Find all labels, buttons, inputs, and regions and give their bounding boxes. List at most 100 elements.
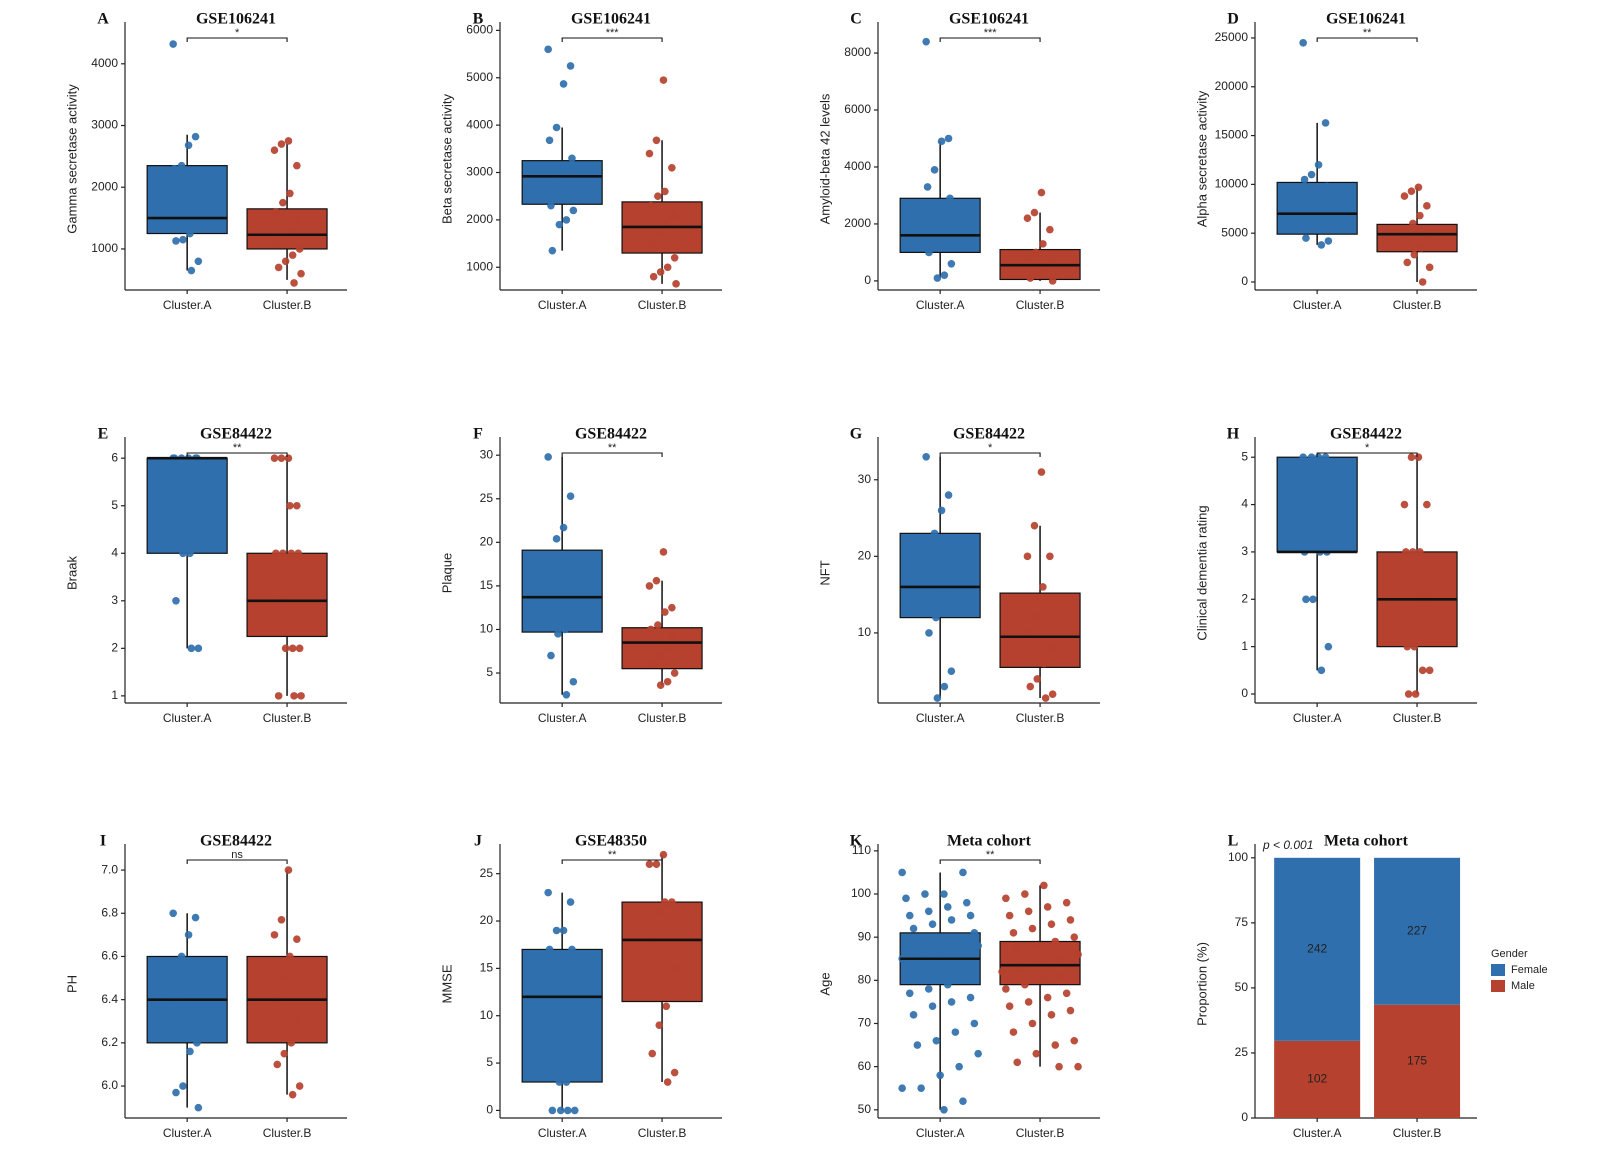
data-point bbox=[547, 1011, 555, 1020]
data-point bbox=[648, 660, 657, 669]
data-point bbox=[570, 1106, 579, 1115]
panel: I GSE84422 PH 6.0 6.2 6.4 6.6 6.8 7.0 Cluster.A Cl… bbox=[64, 833, 347, 1140]
y-axis-label: Amyloid-beta 42 levels bbox=[817, 93, 832, 224]
data-point bbox=[647, 625, 655, 634]
data-point bbox=[655, 1021, 664, 1029]
box bbox=[1276, 181, 1358, 235]
data-point bbox=[1411, 690, 1420, 698]
data-point bbox=[1023, 214, 1032, 223]
y-tick-label: 20000 bbox=[1215, 79, 1249, 93]
data-point bbox=[294, 549, 303, 558]
data-point bbox=[1403, 642, 1412, 651]
significance-bracket bbox=[1316, 452, 1418, 457]
data-point bbox=[1047, 1011, 1056, 1019]
data-point bbox=[1414, 183, 1423, 192]
data-point bbox=[284, 454, 293, 463]
box bbox=[621, 901, 703, 1003]
box bbox=[899, 532, 981, 619]
data-point bbox=[936, 950, 944, 959]
data-point bbox=[286, 501, 294, 510]
x-tick-label: Cluster.B bbox=[1016, 1126, 1065, 1140]
panel-letter: F bbox=[473, 426, 483, 443]
legend-swatch bbox=[1491, 980, 1505, 992]
data-point bbox=[647, 201, 655, 210]
panel: C GSE106241 Amyloid-beta 42 levels 0 2000 400… bbox=[817, 11, 1100, 312]
data-point bbox=[284, 866, 293, 874]
data-point bbox=[951, 933, 960, 941]
data-point bbox=[170, 164, 179, 173]
data-point bbox=[177, 952, 186, 961]
x-tick-label: Cluster.B bbox=[638, 1126, 687, 1140]
significance-label: * bbox=[988, 442, 993, 454]
data-point bbox=[913, 937, 922, 946]
x-tick-label: Cluster.A bbox=[1293, 1126, 1342, 1140]
data-point bbox=[663, 677, 672, 686]
data-point bbox=[1299, 39, 1307, 47]
y-tick-label: 0 bbox=[1241, 274, 1248, 288]
y-tick-label: 6 bbox=[111, 450, 118, 464]
data-point bbox=[288, 251, 297, 259]
data-point bbox=[669, 964, 678, 973]
data-point bbox=[555, 220, 564, 229]
data-point bbox=[287, 226, 296, 235]
data-point bbox=[652, 860, 661, 869]
y-tick-label: 1000 bbox=[466, 259, 493, 273]
data-point bbox=[1317, 241, 1326, 249]
data-point bbox=[1410, 250, 1419, 259]
data-point bbox=[921, 967, 929, 976]
significance-bracket bbox=[939, 859, 1041, 864]
data-point bbox=[1048, 690, 1057, 698]
y-tick-label: 80 bbox=[858, 973, 872, 987]
data-point bbox=[1026, 274, 1035, 282]
data-point bbox=[1416, 211, 1424, 220]
significance-label: * bbox=[235, 27, 240, 39]
data-point bbox=[288, 644, 297, 653]
data-point bbox=[179, 1082, 187, 1090]
panel-title: GSE106241 bbox=[949, 11, 1029, 28]
box bbox=[246, 552, 328, 638]
y-tick-label: 4 bbox=[1241, 497, 1248, 511]
data-point bbox=[659, 548, 668, 556]
data-point bbox=[1032, 1049, 1041, 1058]
data-point bbox=[925, 248, 933, 257]
data-point bbox=[1423, 202, 1431, 210]
panel-title: GSE48350 bbox=[575, 833, 647, 850]
x-tick-label: Cluster.A bbox=[163, 1126, 212, 1140]
data-point bbox=[194, 1103, 203, 1112]
box bbox=[621, 627, 703, 670]
data-point bbox=[668, 163, 676, 172]
data-point bbox=[898, 868, 906, 877]
data-point bbox=[547, 651, 555, 660]
data-point bbox=[186, 1047, 194, 1056]
box bbox=[146, 457, 228, 554]
data-point bbox=[1040, 976, 1048, 985]
panel-title: GSE84422 bbox=[200, 833, 272, 850]
y-tick-label: 15000 bbox=[1215, 128, 1249, 142]
data-point bbox=[970, 1019, 979, 1028]
x-tick-label: Cluster.A bbox=[1293, 711, 1342, 725]
y-tick-label: 25000 bbox=[1215, 30, 1249, 44]
y-axis-label: Gamma secretase activity bbox=[64, 84, 79, 234]
data-point bbox=[1013, 946, 1022, 954]
data-point bbox=[294, 1017, 303, 1026]
data-point bbox=[1046, 225, 1054, 234]
data-point bbox=[1043, 993, 1052, 1002]
box bbox=[521, 160, 603, 205]
panel: E GSE84422 Braak 1 2 3 4 5 6 Cluster.A Cluster.B ** bbox=[64, 426, 347, 725]
y-tick-label: 6.2 bbox=[101, 1035, 118, 1049]
data-point bbox=[661, 608, 669, 616]
data-point bbox=[554, 630, 562, 638]
data-point bbox=[284, 137, 293, 145]
data-point bbox=[287, 549, 296, 558]
data-point bbox=[661, 898, 669, 906]
x-tick-label: Cluster.A bbox=[538, 298, 587, 312]
bar-segment bbox=[1374, 857, 1461, 1005]
data-point bbox=[659, 850, 668, 859]
data-point bbox=[561, 964, 569, 973]
data-point bbox=[561, 168, 569, 177]
data-point bbox=[1024, 998, 1033, 1006]
data-point bbox=[547, 201, 555, 210]
data-point bbox=[1321, 119, 1330, 127]
data-point bbox=[962, 898, 971, 907]
panel-title: GSE84422 bbox=[200, 426, 272, 443]
